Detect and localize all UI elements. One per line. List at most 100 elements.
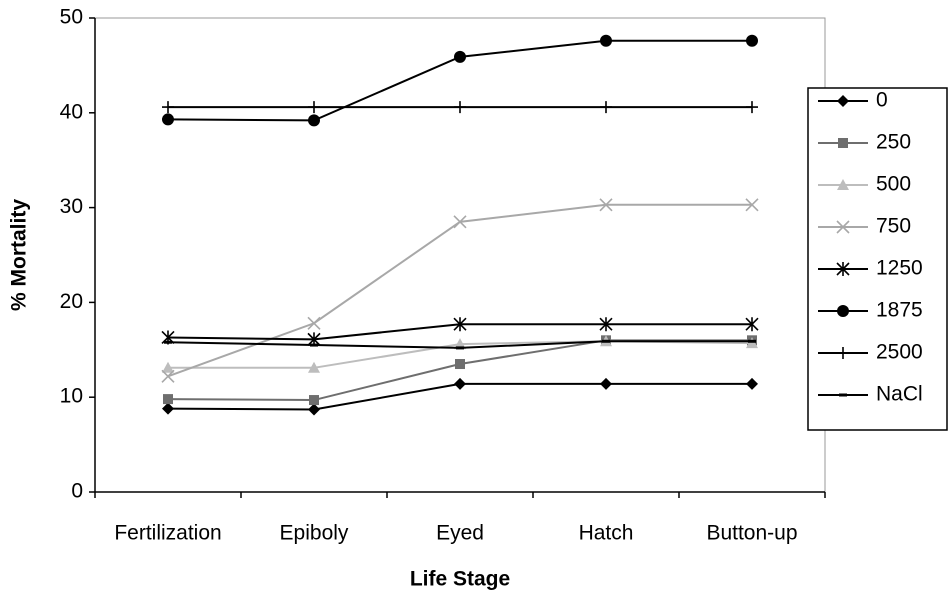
- marker: [454, 377, 466, 390]
- marker-shape: [161, 369, 175, 383]
- marker: [307, 316, 321, 330]
- marker: [745, 317, 759, 332]
- marker-shape: [454, 50, 466, 63]
- y-axis-title: % Mortality: [8, 199, 31, 311]
- marker-shape: [745, 317, 759, 332]
- marker: [162, 402, 174, 415]
- marker: [600, 377, 612, 390]
- marker-shape: [836, 262, 850, 276]
- marker: [162, 113, 174, 126]
- y-tick-label: 10: [60, 385, 83, 408]
- marker: [164, 340, 172, 344]
- marker-shape: [308, 361, 320, 373]
- marker-shape: [453, 317, 467, 332]
- legend-label: 750: [876, 215, 911, 238]
- marker: [308, 114, 320, 127]
- marker-shape: [307, 316, 321, 330]
- marker: [308, 101, 320, 114]
- y-tick-label: 40: [60, 100, 83, 123]
- legend-label: NaCl: [876, 383, 923, 406]
- marker: [309, 395, 319, 406]
- x-axis-title: Life Stage: [410, 568, 510, 591]
- marker: [310, 343, 318, 347]
- marker-shape: [837, 305, 849, 317]
- marker-shape: [456, 346, 464, 350]
- series-line: [167, 203, 752, 378]
- marker-shape: [162, 101, 174, 114]
- marker-shape: [162, 113, 174, 126]
- marker-shape: [837, 95, 849, 107]
- legend-label: 1875: [876, 299, 923, 322]
- marker-shape: [746, 34, 758, 47]
- marker: [161, 369, 175, 383]
- marker: [456, 346, 464, 350]
- marker: [837, 95, 849, 107]
- marker-shape: [163, 394, 173, 405]
- y-tick-label: 20: [60, 290, 83, 313]
- x-tick-label: Fertilization: [114, 522, 221, 545]
- marker: [599, 198, 613, 212]
- marker-shape: [602, 339, 610, 343]
- marker-shape: [599, 317, 613, 332]
- x-tick-label: Hatch: [579, 522, 634, 545]
- marker-shape: [454, 101, 466, 114]
- marker-shape: [599, 198, 613, 212]
- marker-shape: [600, 101, 612, 114]
- marker: [454, 50, 466, 63]
- marker: [837, 347, 849, 359]
- marker: [839, 393, 847, 397]
- marker-shape: [745, 198, 759, 212]
- marker: [746, 101, 758, 114]
- marker: [600, 34, 612, 47]
- marker-shape: [838, 138, 848, 148]
- marker-shape: [455, 359, 465, 370]
- marker-shape: [309, 395, 319, 406]
- marker-shape: [837, 179, 849, 190]
- x-tick-label: Epiboly: [280, 522, 349, 545]
- marker-shape: [308, 114, 320, 127]
- marker: [746, 377, 758, 390]
- marker-shape: [600, 34, 612, 47]
- legend-label: 0: [876, 89, 888, 112]
- marker-shape: [453, 215, 467, 229]
- marker: [746, 34, 758, 47]
- plot-area: [94, 17, 826, 493]
- marker: [308, 403, 320, 416]
- marker: [453, 215, 467, 229]
- marker: [308, 361, 320, 373]
- legend-box: [807, 87, 948, 431]
- marker-shape: [746, 377, 758, 390]
- marker: [602, 339, 610, 343]
- marker: [162, 101, 174, 114]
- marker-shape: [164, 340, 172, 344]
- marker-shape: [310, 343, 318, 347]
- legend-label: 500: [876, 173, 911, 196]
- marker-shape: [162, 361, 174, 373]
- marker: [600, 101, 612, 114]
- y-tick-label: 30: [60, 195, 83, 218]
- y-tick-label: 0: [71, 480, 83, 503]
- legend-label: 1250: [876, 257, 923, 280]
- y-tick-label: 50: [60, 6, 83, 29]
- marker: [454, 101, 466, 114]
- marker-shape: [454, 338, 466, 350]
- marker: [455, 359, 465, 370]
- marker: [162, 361, 174, 373]
- marker: [453, 317, 467, 332]
- marker-shape: [308, 101, 320, 114]
- marker-shape: [839, 393, 847, 397]
- marker: [745, 198, 759, 212]
- marker: [163, 394, 173, 405]
- marker-shape: [836, 220, 850, 234]
- legend-label: 250: [876, 131, 911, 154]
- marker-shape: [162, 402, 174, 415]
- marker-shape: [746, 101, 758, 114]
- marker: [836, 220, 850, 234]
- marker-shape: [454, 377, 466, 390]
- x-tick-label: Button-up: [706, 522, 797, 545]
- marker-shape: [600, 377, 612, 390]
- marker: [837, 179, 849, 190]
- legend-label: 2500: [876, 341, 923, 364]
- marker-shape: [748, 339, 756, 343]
